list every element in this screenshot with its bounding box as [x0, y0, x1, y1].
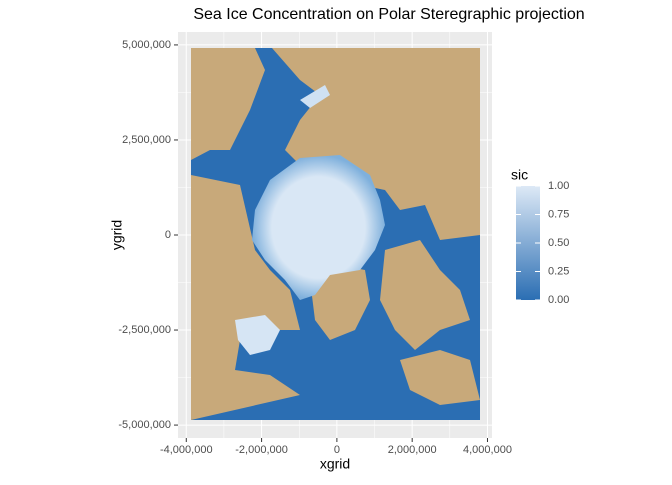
y-tick-label: -5,000,000	[118, 419, 171, 431]
legend-title: sic	[511, 167, 528, 183]
ice-bay	[235, 315, 280, 355]
land-east	[380, 240, 470, 350]
x-tick-label: 2,000,000	[388, 444, 437, 456]
land-west	[191, 175, 300, 420]
legend-tick-label: 0.50	[548, 237, 569, 249]
legend-tick-label: 0.75	[548, 208, 569, 220]
x-tick-label: 0	[334, 444, 340, 456]
y-tick-label: -2,500,000	[118, 324, 171, 336]
land-greenland	[310, 265, 370, 340]
x-tick-label: -4,000,000	[160, 444, 213, 456]
y-tick-label: 2,500,000	[122, 134, 171, 146]
land-southeast	[400, 350, 480, 405]
x-tick-label: -2,000,000	[235, 444, 288, 456]
land-north	[191, 48, 265, 160]
y-axis-title: ygrid	[109, 220, 125, 250]
chart-title: Sea Ice Concentration on Polar Steregrap…	[193, 6, 584, 23]
legend-tick-label: 0.25	[548, 265, 569, 277]
x-tick-label: 4,000,000	[463, 444, 512, 456]
y-tick-label: 0	[165, 229, 171, 241]
sea-ice-map	[191, 48, 480, 420]
y-tick-label: 5,000,000	[122, 39, 171, 51]
ice-central	[252, 155, 385, 300]
x-axis-title: xgrid	[320, 456, 350, 472]
legend-tick-label: 0.00	[548, 294, 569, 306]
legend-tick-label: 1.00	[548, 180, 569, 192]
ice-north	[300, 85, 330, 108]
